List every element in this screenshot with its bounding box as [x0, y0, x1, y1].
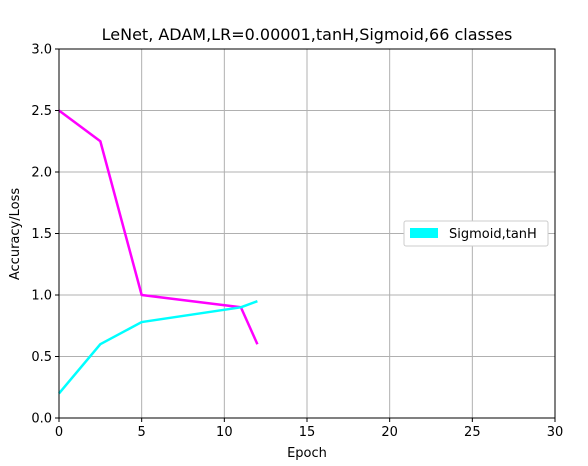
- x-tick-label: 0: [55, 425, 63, 440]
- series-layer: [58, 109, 259, 395]
- y-tick-label: 2.5: [31, 104, 52, 119]
- x-tick-label: 25: [464, 425, 481, 440]
- y-tick-label: 2.0: [31, 166, 52, 181]
- chart-title: LeNet, ADAM,LR=0.00001,tanH,Sigmoid,66 c…: [102, 25, 513, 44]
- x-tick-label: 10: [216, 425, 233, 440]
- x-axis-ticks: 0 5 10 15 20 25 30: [55, 418, 563, 440]
- x-axis-label: Epoch: [287, 446, 327, 461]
- y-tick-label: 0.5: [31, 350, 52, 365]
- x-tick-label: 15: [299, 425, 316, 440]
- legend: Sigmoid,tanH: [403, 220, 549, 247]
- legend-swatch: [410, 228, 438, 238]
- legend-label: Sigmoid,tanH: [449, 227, 537, 242]
- y-axis-label: Accuracy/Loss: [8, 188, 23, 280]
- x-tick-label: 30: [547, 425, 564, 440]
- y-axis-ticks: 0.0 0.5 1.0 1.5 2.0 2.5 3.0: [31, 43, 59, 427]
- x-tick-label: 5: [138, 425, 146, 440]
- series-line-0: [58, 109, 259, 345]
- legend-box: [403, 220, 549, 247]
- x-tick-label: 20: [381, 425, 398, 440]
- y-tick-label: 1.0: [31, 289, 52, 304]
- series-line-1: [58, 299, 258, 395]
- y-tick-label: 0.0: [31, 412, 52, 427]
- y-tick-label: 1.5: [31, 227, 52, 242]
- y-tick-label: 3.0: [31, 43, 52, 58]
